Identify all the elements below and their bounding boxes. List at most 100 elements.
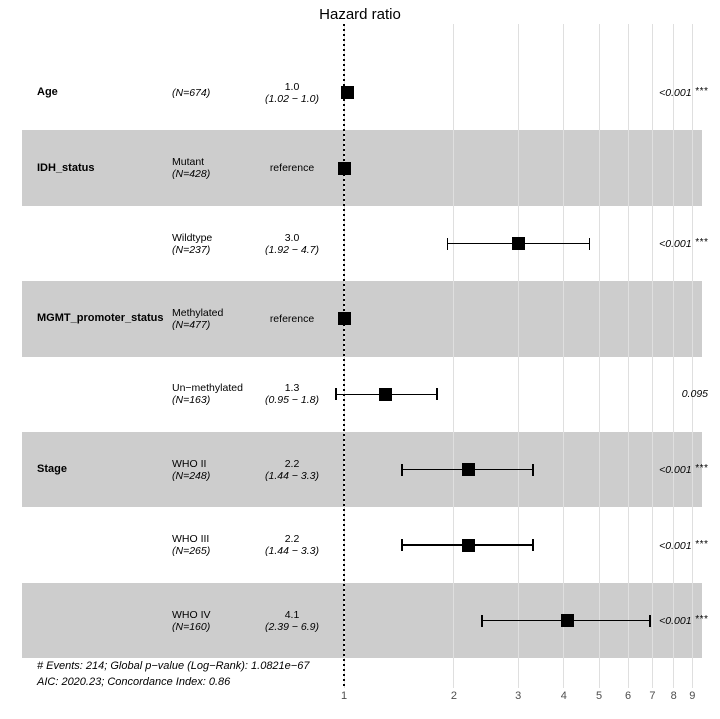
row-ci-label: (0.95 − 1.8)	[265, 394, 319, 407]
row-band	[22, 130, 702, 206]
row-variable-label: Stage	[37, 463, 67, 476]
row-ci-label: (1.02 − 1.0)	[265, 92, 319, 105]
footnote-line-aic: AIC: 2020.23; Concordance Index: 0.86	[37, 676, 231, 688]
row-p-value: <0.001 ***	[659, 463, 708, 477]
gridline	[691, 24, 693, 688]
hr-marker-square	[379, 387, 393, 401]
significance-stars: ***	[691, 86, 708, 98]
x-axis-tick-label: 3	[515, 690, 522, 702]
row-estimate-value: 1.3	[284, 382, 300, 395]
row-n-label: (N=248)	[172, 469, 211, 482]
ci-cap-left	[446, 237, 449, 250]
gridline	[598, 24, 600, 688]
x-axis-tick-label: 8	[670, 690, 677, 702]
row-p-value: 0.095	[681, 387, 708, 400]
row-level-block: WHO II (N=248)	[172, 458, 210, 482]
row-level-label: WHO III	[172, 533, 210, 546]
row-estimate-block: 3.0 (1.92 − 4.7)	[232, 232, 352, 256]
row-estimate-block: 2.2 (1.44 − 3.3)	[232, 458, 352, 482]
row-estimate-block: reference	[232, 162, 352, 174]
significance-stars: ***	[691, 237, 708, 248]
row-level-block: Wildtype (N=237)	[172, 232, 212, 256]
row-estimate-block: 2.2 (1.44 − 3.3)	[232, 533, 352, 557]
x-axis-tick-label: 4	[560, 690, 567, 702]
row-variable-label: MGMT_promoter_status	[37, 312, 164, 325]
row-estimate-value: 4.1	[284, 608, 300, 621]
row-level-block: WHO III (N=265)	[172, 533, 210, 557]
row-level-label: Mutant	[172, 156, 205, 169]
ci-cap-right	[436, 388, 438, 401]
footnote-line-events: # Events: 214; Global p−value (Log−Rank)…	[37, 660, 310, 672]
row-n-label: (N=428)	[172, 168, 211, 181]
row-p-value: <0.001 ***	[659, 86, 708, 100]
row-estimate-value: 2.2	[284, 457, 300, 470]
row-estimate-block: 4.1 (2.39 − 6.9)	[232, 609, 352, 633]
row-band	[22, 432, 702, 508]
gridline	[651, 24, 653, 688]
ci-cap-right	[649, 614, 651, 627]
row-level-label: Methylated	[172, 306, 224, 319]
hr-marker-square	[462, 538, 476, 552]
row-estimate-value: reference	[269, 312, 315, 325]
row-p-value: <0.001 ***	[659, 538, 708, 552]
hr-marker-square	[511, 237, 525, 250]
row-n-label: (N=163)	[172, 394, 211, 407]
ci-cap-left	[335, 388, 337, 401]
hr-marker-square	[337, 312, 351, 326]
row-p-value: <0.001 ***	[659, 237, 708, 250]
reference-line	[343, 24, 345, 688]
row-level-label: Un−methylated	[172, 382, 243, 395]
significance-stars: ***	[691, 614, 708, 625]
hr-marker-square	[340, 86, 354, 100]
row-n-label: (N=237)	[172, 243, 211, 256]
gridline	[563, 24, 565, 688]
ci-cap-right	[532, 539, 535, 552]
row-estimate-block: 1.3 (0.95 − 1.8)	[232, 382, 352, 406]
gridline	[517, 24, 519, 688]
row-estimate-block: reference	[232, 313, 352, 325]
row-n-label: (N=477)	[172, 318, 211, 331]
row-level-label: WHO II	[172, 457, 207, 470]
x-axis-tick-label: 5	[596, 690, 603, 702]
row-estimate-value: 1.0	[284, 80, 300, 93]
ci-cap-left	[401, 539, 403, 552]
row-estimate-value: 3.0	[284, 231, 300, 244]
row-level-label: Wildtype	[172, 231, 213, 244]
row-n-label: (N=265)	[172, 545, 211, 558]
gridline	[673, 24, 675, 688]
hr-marker-square	[561, 614, 575, 627]
x-axis-tick-label: 1	[340, 690, 348, 702]
row-band	[22, 281, 702, 357]
significance-stars: ***	[691, 538, 708, 550]
x-axis-tick-label: 7	[649, 690, 656, 702]
row-level-block: WHO IV (N=160)	[172, 609, 211, 633]
gridline	[627, 24, 629, 688]
row-ci-label: (1.44 − 3.3)	[265, 469, 319, 482]
x-axis-tick-label: 2	[450, 690, 457, 702]
row-variable-label: Age	[37, 86, 58, 99]
row-n-label: (N=160)	[172, 620, 211, 633]
row-estimate-block: 1.0 (1.02 − 1.0)	[232, 81, 352, 105]
x-axis-tick-label: 6	[624, 690, 632, 702]
row-level-block: Methylated (N=477)	[172, 307, 223, 331]
row-level-block: Mutant (N=428)	[172, 156, 210, 180]
row-estimate-value: reference	[269, 162, 315, 175]
x-axis-tick-label: 9	[689, 690, 696, 702]
row-p-value: <0.001 ***	[659, 614, 708, 627]
significance-stars: ***	[691, 463, 708, 475]
ci-cap-right	[588, 237, 591, 250]
row-level-block: Un−methylated (N=163)	[172, 382, 243, 406]
row-level-block: (N=674)	[172, 87, 210, 99]
row-ci-label: (1.44 − 3.3)	[265, 545, 319, 558]
row-level-label: WHO IV	[172, 608, 211, 621]
ci-cap-left	[401, 463, 403, 476]
hr-marker-square	[337, 161, 351, 175]
chart-title: Hazard ratio	[319, 6, 401, 23]
ci-cap-right	[532, 463, 535, 476]
row-ci-label: (2.39 − 6.9)	[265, 620, 319, 633]
